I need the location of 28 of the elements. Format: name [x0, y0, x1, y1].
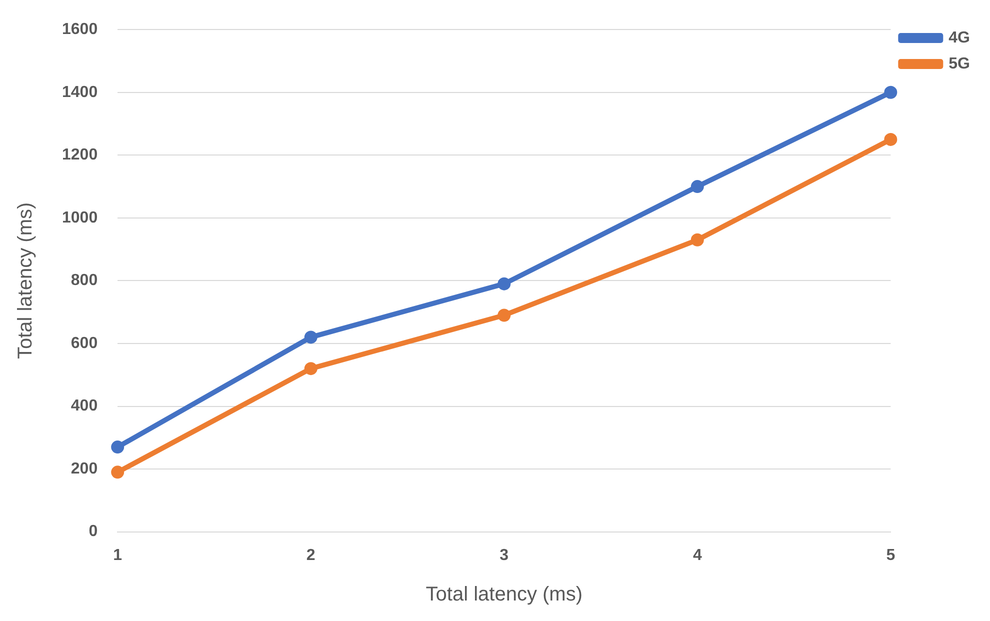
legend-label: 4G — [948, 29, 970, 46]
point — [304, 330, 318, 344]
x-tick-label: 4 — [692, 546, 702, 564]
y-tick-label: 200 — [70, 460, 98, 478]
x-tick-label: 5 — [886, 546, 896, 564]
point — [884, 132, 898, 146]
x-tick-label: 2 — [306, 546, 316, 564]
point — [498, 277, 511, 290]
point — [884, 86, 898, 99]
point — [498, 308, 511, 322]
point — [111, 466, 124, 479]
y-tick-label: 1600 — [62, 21, 98, 38]
y-tick-label: 0 — [88, 523, 98, 540]
y-tick-label: 1200 — [62, 146, 98, 164]
y-tick-label: 600 — [70, 334, 98, 352]
y-tick-label: 800 — [70, 272, 98, 290]
point — [690, 233, 704, 246]
x-tick-label: 1 — [113, 546, 122, 564]
y-axis-title: Total latency (ms) — [14, 202, 37, 360]
legend-label: 5G — [948, 55, 970, 72]
point — [111, 440, 124, 454]
y-tick-label: 1000 — [62, 209, 98, 226]
x-tick-label: 3 — [500, 546, 509, 564]
point — [690, 180, 704, 194]
y-tick-label: 400 — [70, 398, 98, 415]
point — [304, 362, 318, 376]
x-axis-title: Total latency (ms) — [426, 584, 582, 606]
y-tick-label: 1400 — [62, 84, 98, 101]
